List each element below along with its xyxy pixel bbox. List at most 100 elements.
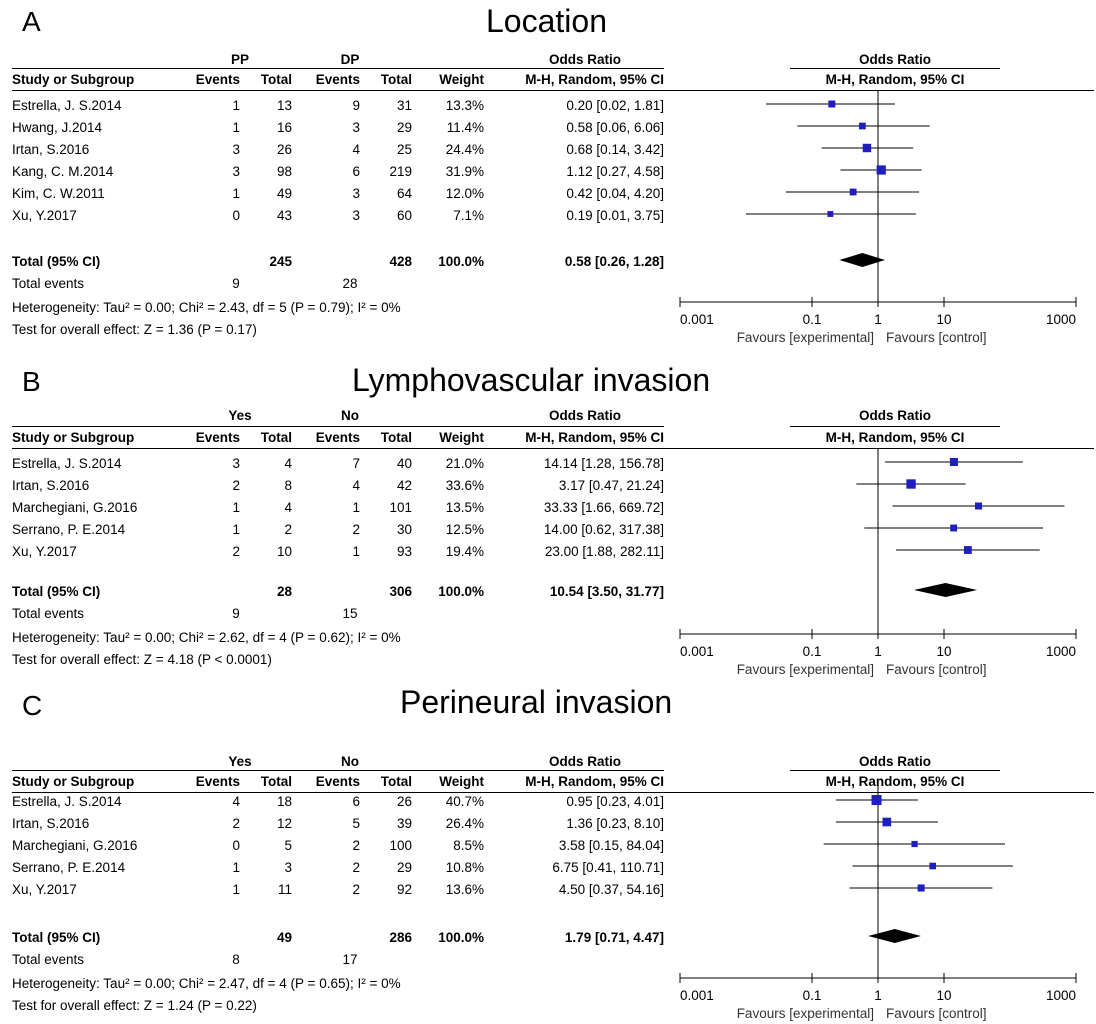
events1-value: 2 (232, 544, 240, 559)
total2-value: 100 (389, 838, 412, 853)
events2-column-header: Events (315, 72, 360, 87)
study-marker (906, 479, 916, 489)
header-rule-right (790, 68, 1000, 69)
study-marker (950, 524, 958, 532)
total-events1: 9 (232, 276, 240, 291)
study-name: Kang, C. M.2014 (12, 164, 114, 179)
panel-letter: C (22, 690, 43, 721)
events2-value: 7 (352, 456, 360, 471)
weight-value: 11.4% (446, 120, 484, 135)
weight-value: 13.6% (445, 882, 484, 897)
total-label: Total (95% CI) (12, 930, 101, 945)
favours-experimental-label: Favours [experimental] (737, 1006, 874, 1021)
study-marker (849, 188, 857, 196)
total1-value: 10 (276, 544, 292, 559)
x-tick-label: 0.1 (803, 312, 822, 327)
or-header-1: Odds Ratio (548, 754, 621, 769)
x-tick-label: 0.1 (803, 988, 822, 1003)
study-marker (882, 817, 892, 827)
total1-value: 4 (284, 456, 292, 471)
heterogeneity-text: Heterogeneity: Tau² = 0.00; Chi² = 2.43,… (12, 300, 401, 315)
weight-value: 40.7% (445, 794, 484, 809)
weight-value: 19.4% (445, 544, 484, 559)
study-marker (859, 122, 866, 130)
or-ci-value: 23.00 [1.88, 282.11] (544, 544, 664, 559)
or-ci-value: 1.36 [0.23, 8.10] (566, 816, 664, 831)
pooled-diamond (839, 253, 886, 267)
total2-column-header: Total (380, 72, 412, 87)
panel-letter: B (22, 366, 41, 397)
events1-value: 2 (232, 478, 240, 493)
plot-column-header: M-H, Random, 95% CI (825, 430, 965, 445)
plot-header-1: Odds Ratio (858, 408, 931, 423)
total1-column-header: Total (260, 72, 292, 87)
study-column-header: Study or Subgroup (12, 430, 135, 445)
events2-column-header: Events (315, 430, 360, 445)
total2-value: 25 (396, 142, 412, 157)
group2-header: No (341, 754, 359, 769)
events1-value: 1 (232, 120, 240, 135)
header-bottom-rule (12, 90, 1094, 91)
total1-value: 5 (284, 838, 292, 853)
total-events-label: Total events (12, 276, 85, 291)
x-tick-label: 1 (874, 312, 882, 327)
total-or-ci: 10.54 [3.50, 31.77] (549, 584, 664, 599)
total-events2: 17 (342, 952, 358, 967)
or-ci-value: 33.33 [1.66, 669.72] (543, 500, 664, 515)
study-marker (862, 143, 872, 153)
events1-value: 2 (232, 816, 240, 831)
events1-value: 3 (232, 164, 240, 179)
weight-value: 10.8% (445, 860, 484, 875)
events2-value: 1 (352, 500, 360, 515)
total-or-ci: 0.58 [0.26, 1.28] (564, 254, 664, 269)
or-ci-value: 14.14 [1.28, 156.78] (543, 456, 664, 471)
events2-column-header: Events (315, 774, 360, 789)
x-tick-label: 10 (936, 988, 951, 1003)
events2-value: 4 (352, 142, 360, 157)
study-name: Estrella, J. S.2014 (12, 98, 122, 113)
total1-sum: 49 (276, 930, 292, 945)
total1-value: 16 (276, 120, 292, 135)
study-name: Marchegiani, G.2016 (12, 838, 138, 853)
weight-value: 26.4% (445, 816, 484, 831)
total1-value: 49 (276, 186, 292, 201)
total-events-label: Total events (12, 952, 85, 967)
total2-value: 30 (396, 522, 412, 537)
weight-value: 8.5% (453, 838, 484, 853)
events1-value: 3 (232, 142, 240, 157)
overall-effect-text: Test for overall effect: Z = 4.18 (P < 0… (12, 652, 272, 667)
or-ci-value: 0.20 [0.02, 1.81] (566, 98, 664, 113)
events1-column-header: Events (195, 774, 240, 789)
x-tick-label: 10 (936, 312, 951, 327)
overall-effect-text: Test for overall effect: Z = 1.36 (P = 0… (12, 322, 257, 337)
total-weight: 100.0% (438, 584, 484, 599)
favours-control-label: Favours [control] (886, 330, 987, 345)
total1-sum: 28 (276, 584, 292, 599)
study-name: Marchegiani, G.2016 (12, 500, 138, 515)
forest-panel-a: A Location PP DP Odds Ratio Odds Ratio S… (0, 0, 1096, 352)
study-marker (929, 862, 937, 870)
study-name: Irtan, S.2016 (12, 816, 90, 831)
overall-effect-text: Test for overall effect: Z = 1.24 (P = 0… (12, 998, 257, 1013)
events1-value: 4 (232, 794, 240, 809)
total2-value: 42 (396, 478, 412, 493)
study-name: Kim, C. W.2011 (12, 186, 105, 201)
total2-column-header: Total (380, 774, 412, 789)
pooled-diamond (913, 583, 978, 597)
x-tick-label: 1000 (1046, 312, 1076, 327)
study-name: Xu, Y.2017 (12, 544, 77, 559)
study-column-header: Study or Subgroup (12, 72, 135, 87)
or-ci-value: 6.75 [0.41, 110.71] (552, 860, 664, 875)
total1-value: 18 (276, 794, 292, 809)
weight-column-header: Weight (439, 774, 484, 789)
events2-value: 6 (352, 164, 360, 179)
total1-value: 4 (284, 500, 292, 515)
events1-value: 0 (232, 838, 240, 853)
weight-value: 13.5% (445, 500, 484, 515)
x-tick-label: 1000 (1046, 988, 1076, 1003)
events2-value: 2 (352, 522, 360, 537)
panel-title: Location (486, 3, 607, 39)
study-marker (876, 165, 886, 175)
study-name: Hwang, J.2014 (12, 120, 103, 135)
header-bottom-rule (12, 448, 1094, 449)
